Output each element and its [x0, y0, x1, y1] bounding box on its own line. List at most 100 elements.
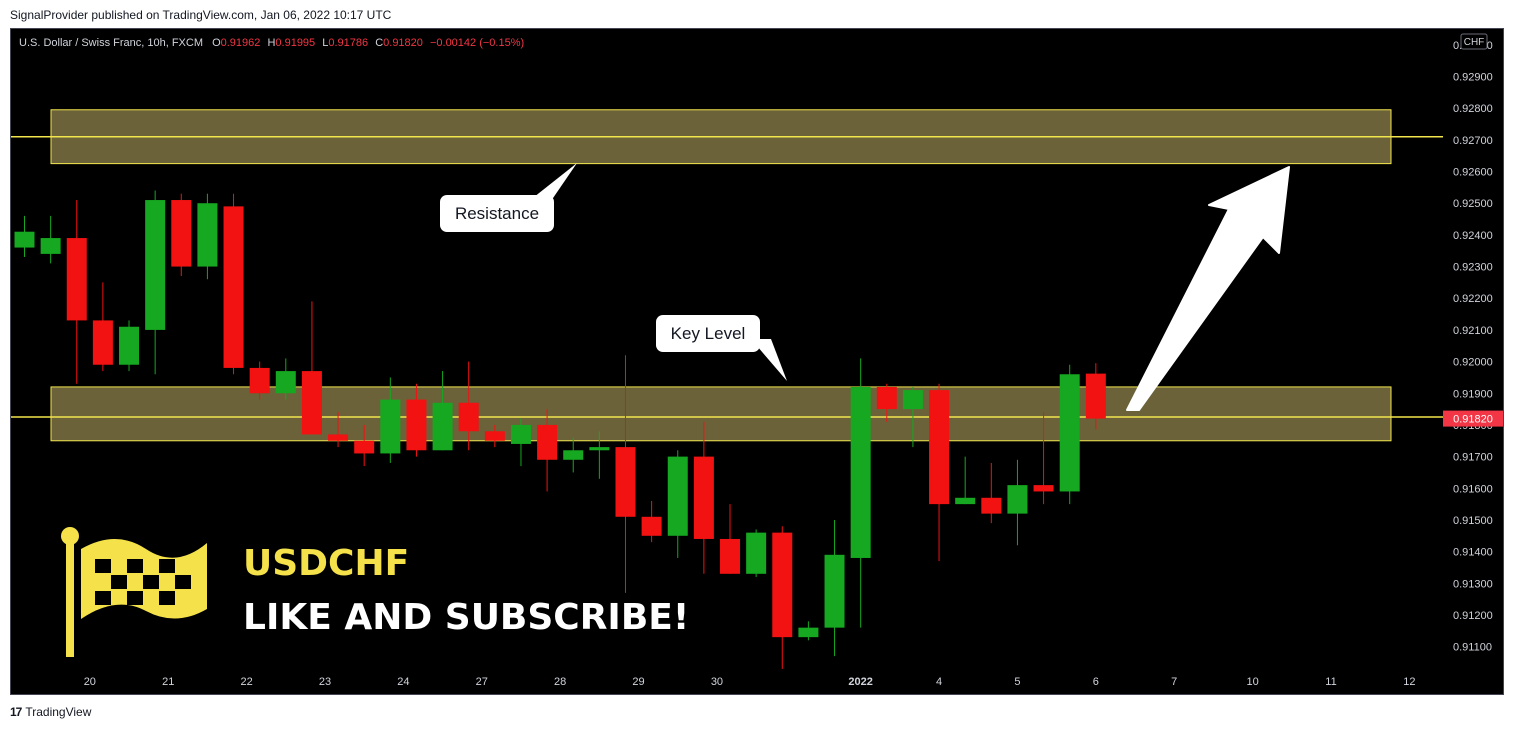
candle-body [380, 399, 401, 454]
candle-body [197, 203, 218, 267]
candle[interactable] [145, 190, 166, 375]
candle-body [1033, 485, 1054, 492]
candle-body [40, 238, 61, 254]
candle-body [328, 434, 349, 441]
price-tick-label: 0.91200 [1453, 610, 1493, 622]
legend-change: −0.00142 (−0.15%) [430, 37, 524, 49]
time-tick-label: 24 [397, 676, 409, 688]
candle[interactable] [537, 409, 558, 492]
candle[interactable] [510, 418, 531, 467]
candle[interactable] [171, 193, 192, 277]
candle[interactable] [1059, 364, 1080, 505]
price-tick-label: 0.91900 [1453, 388, 1493, 400]
candle[interactable] [981, 462, 1002, 524]
candle-body [14, 231, 35, 248]
candle[interactable] [354, 424, 375, 467]
candle[interactable] [772, 526, 793, 669]
candle[interactable] [197, 193, 218, 280]
time-axis[interactable]: 20 21 22 23 24 27 28 29 30 2022 4 5 6 7 10 11 12 [84, 676, 1416, 688]
candle-body [1007, 485, 1028, 514]
chart-frame[interactable]: 0.92900 0.92800 0.92700 0.92600 0.92500 0.924… [10, 28, 1504, 695]
candle-body [484, 431, 505, 441]
candle-body [510, 424, 531, 444]
candle[interactable] [223, 193, 244, 375]
candle[interactable] [275, 358, 296, 400]
candle-body [249, 367, 270, 394]
candle[interactable] [380, 377, 401, 463]
candle[interactable] [589, 431, 610, 479]
time-tick-label: 7 [1171, 676, 1177, 688]
candle[interactable] [40, 215, 61, 264]
price-tick-label: 0.92800 [1453, 103, 1493, 115]
candle[interactable] [720, 504, 741, 574]
candle-body [589, 447, 610, 451]
candle-body [720, 538, 741, 574]
resistance-callout: Resistance [440, 163, 577, 232]
candle[interactable] [746, 529, 767, 577]
candle[interactable] [824, 519, 845, 657]
candle[interactable] [14, 215, 35, 258]
candle-body [275, 371, 296, 394]
publish-caption: SignalProvider published on TradingView.… [10, 8, 392, 22]
candle[interactable] [1033, 412, 1054, 505]
candle[interactable] [328, 412, 349, 448]
candle-body [537, 424, 558, 460]
candle[interactable] [641, 500, 662, 543]
candle-body [798, 627, 819, 638]
checkered-flag-icon [61, 527, 207, 657]
candle[interactable] [929, 383, 950, 562]
candle[interactable] [798, 621, 819, 641]
candle[interactable] [850, 358, 871, 628]
candle-body [66, 238, 87, 321]
currency-badge[interactable]: CHF [1460, 33, 1488, 50]
time-tick-label: 11 [1325, 676, 1336, 688]
candle-body [902, 390, 923, 410]
legend-low: 0.91786 [328, 37, 368, 49]
candle[interactable] [301, 301, 322, 435]
footer-brand[interactable]: 17 TradingView [10, 705, 91, 719]
candle[interactable] [955, 456, 976, 505]
price-tick-label: 0.91400 [1453, 547, 1493, 559]
key-level-callout: Key Level [656, 315, 787, 381]
candle-body [432, 402, 453, 451]
legend-close-label: C [375, 37, 383, 49]
candle[interactable] [92, 282, 113, 372]
price-axis[interactable]: 0.92900 0.92800 0.92700 0.92600 0.92500 0.924… [1443, 40, 1503, 654]
candle-body [981, 497, 1002, 514]
candle[interactable] [66, 200, 87, 384]
time-tick-label: 5 [1014, 676, 1020, 688]
candle[interactable] [406, 383, 427, 457]
candle-body [929, 390, 950, 505]
price-tick-label: 0.92900 [1453, 72, 1493, 84]
time-tick-label: 20 [84, 676, 96, 688]
candle[interactable] [876, 383, 897, 422]
candlestick-chart[interactable]: 0.92900 0.92800 0.92700 0.92600 0.92500 0.924… [11, 29, 1503, 694]
candle[interactable] [615, 355, 636, 593]
candle[interactable] [458, 361, 479, 451]
candle[interactable] [432, 371, 453, 451]
candle[interactable] [1085, 363, 1106, 430]
last-price-label: 0.91820 [1453, 414, 1493, 426]
candle[interactable] [1007, 459, 1028, 546]
candle[interactable] [693, 421, 714, 574]
key-level-zone [50, 386, 1392, 442]
candle[interactable] [119, 320, 140, 372]
candle-body [772, 532, 793, 638]
candle[interactable] [563, 437, 584, 473]
time-tick-label: 12 [1403, 676, 1415, 688]
legend-low-label: L [322, 37, 328, 49]
candles-layer [14, 190, 1106, 669]
candle-body [119, 326, 140, 365]
candle-body [693, 456, 714, 539]
legend-high-label: H [267, 37, 275, 49]
candle-body [641, 516, 662, 536]
candle[interactable] [484, 424, 505, 448]
candle-body [746, 532, 767, 574]
candle[interactable] [902, 386, 923, 448]
candle-body [876, 386, 897, 410]
legend-high: 0.91995 [275, 37, 315, 49]
candle[interactable] [667, 450, 688, 558]
candle[interactable] [249, 361, 270, 400]
price-tick-label: 0.92100 [1453, 325, 1493, 337]
last-price-tag [1443, 410, 1503, 427]
